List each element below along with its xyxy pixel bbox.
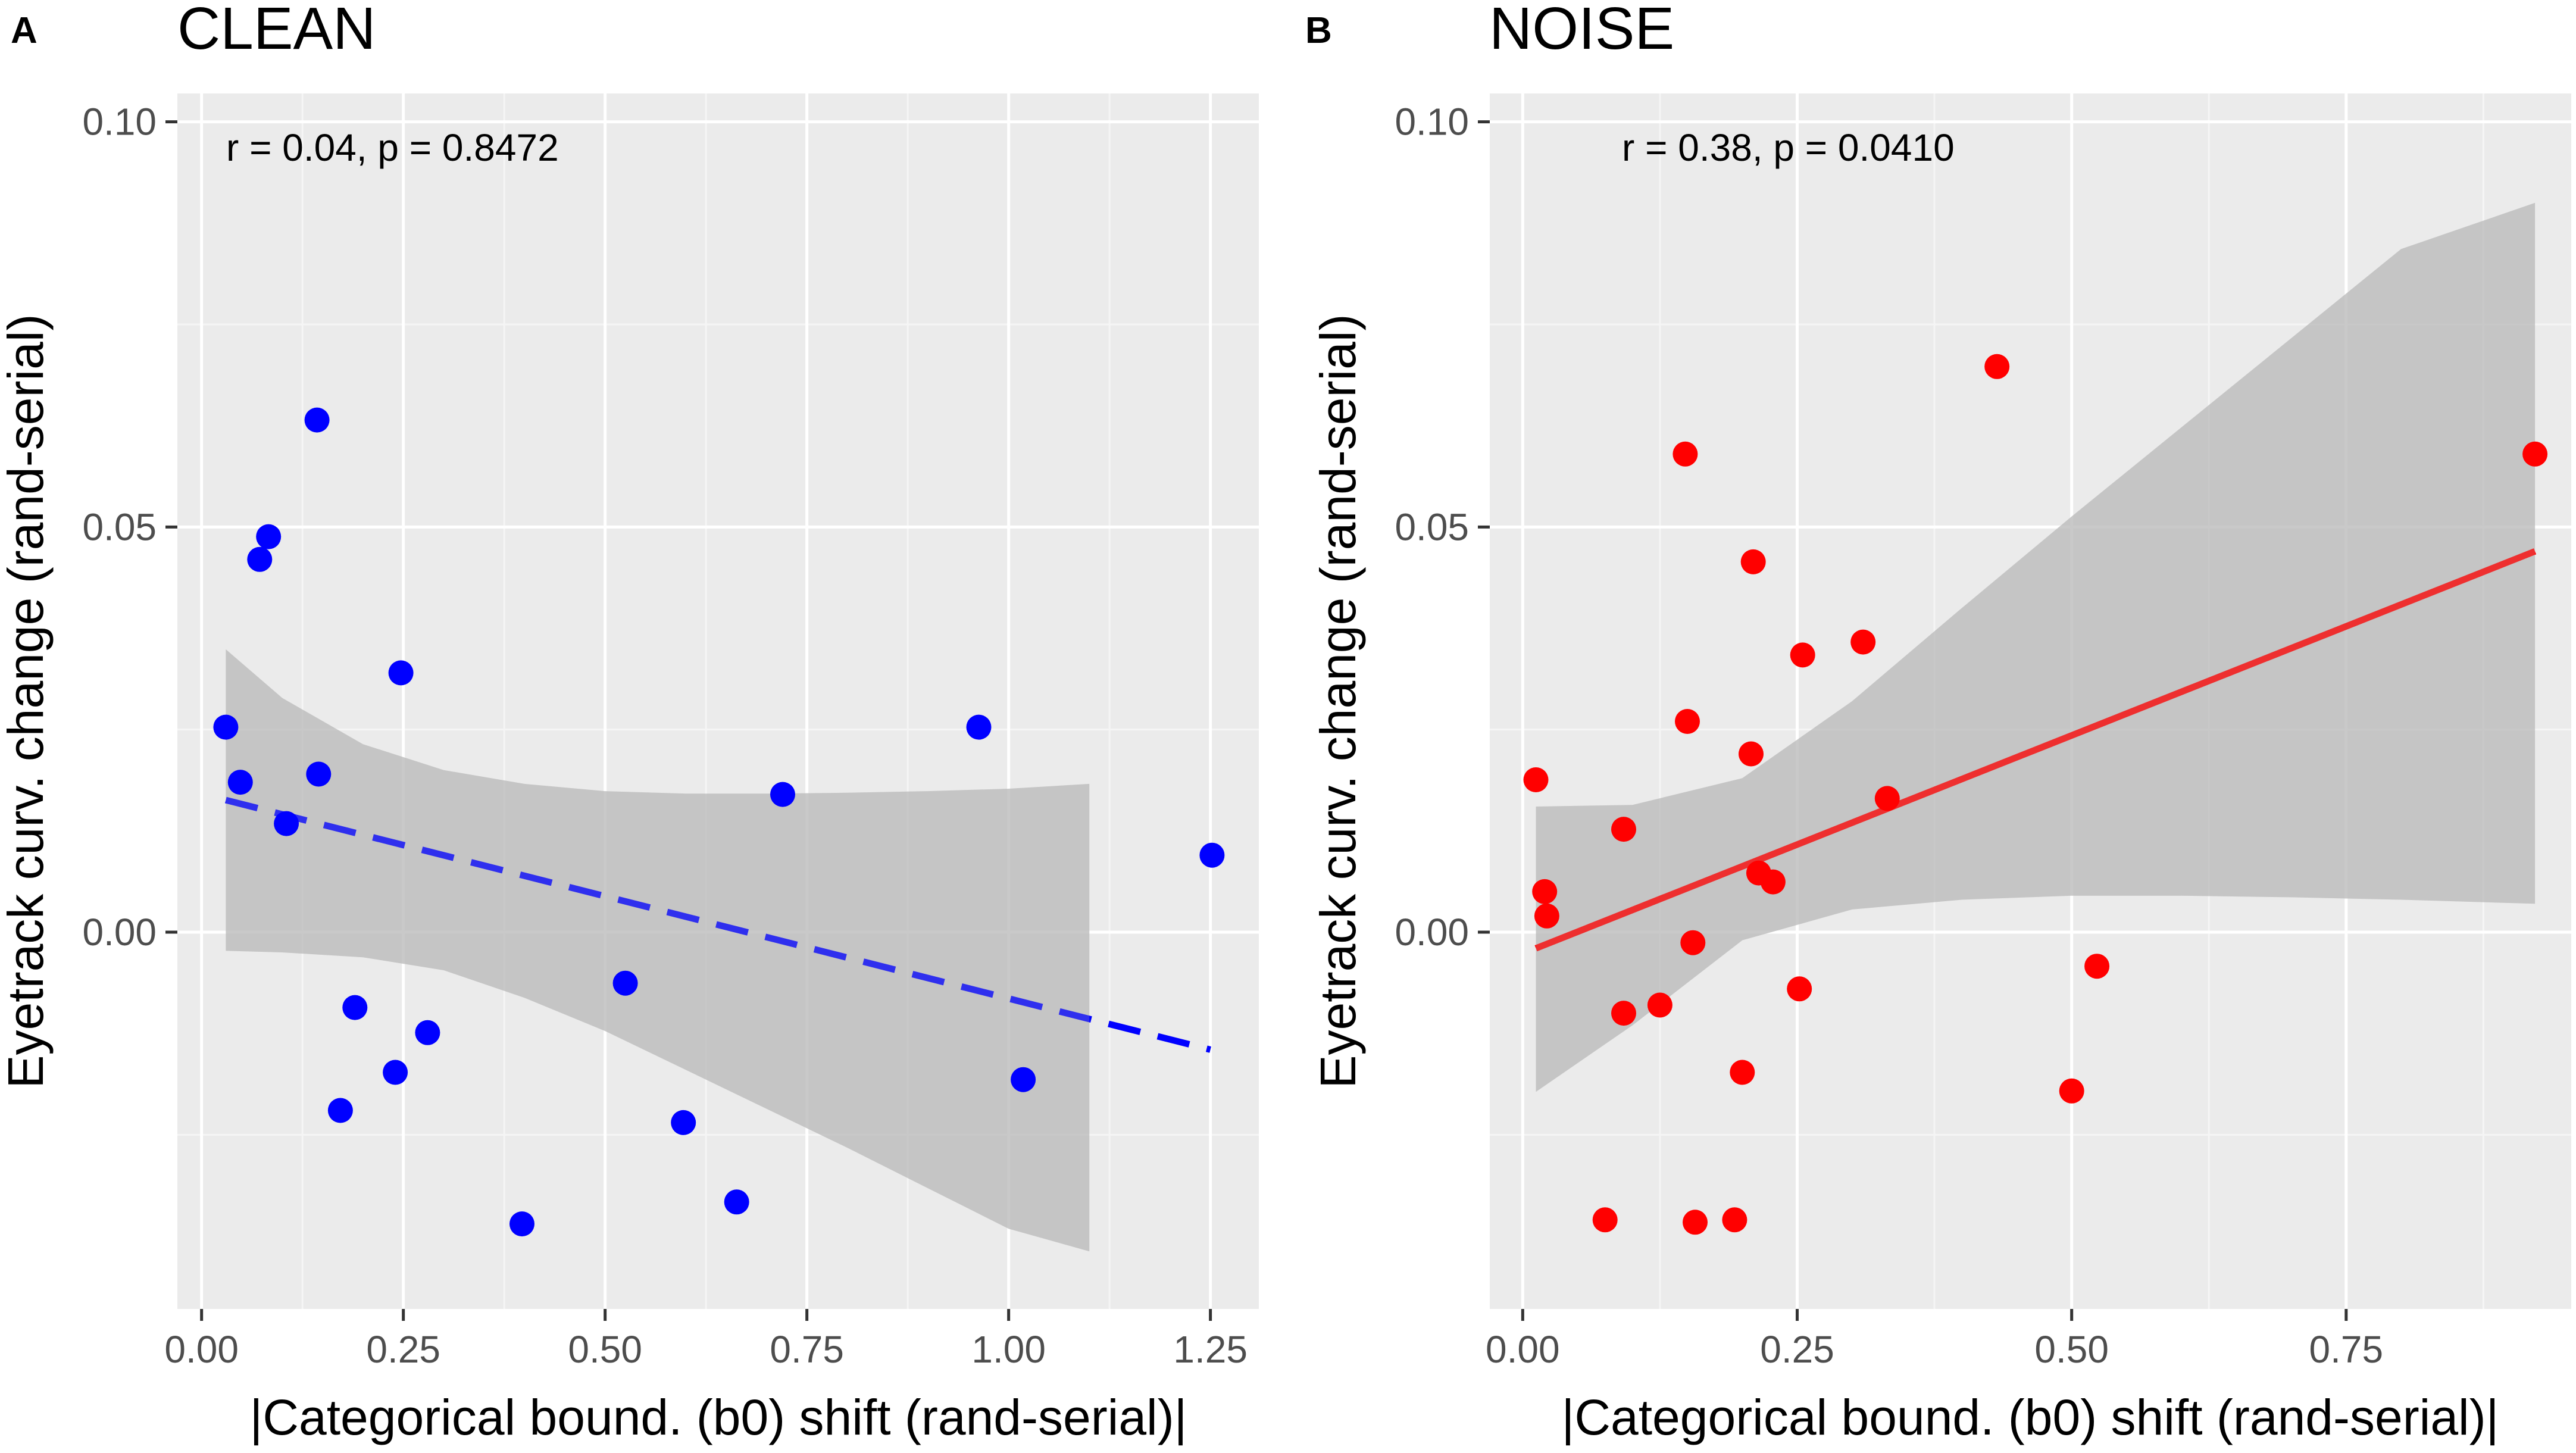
data-point-noise-25 [2522,441,2548,467]
fit-line-noise [1534,202,2537,1092]
data-point-noise-12 [1722,1207,1747,1233]
y-axis-title-clean: Eyetrack curv. change (rand-serial) [0,314,54,1089]
panel-b: B NOISE 0.00 0.25 0.50 0.75 0.00 0.05 0.10 r =… [1305,0,2571,1445]
data-point-noise-23 [2059,1078,2084,1104]
data-point-noise-20 [1850,629,1876,655]
y-tick-label: 0.10 [1395,101,1469,143]
data-point-clean-7 [306,761,332,787]
data-point-noise-10 [1680,930,1706,955]
x-tick-label: 0.50 [568,1328,642,1371]
data-point-clean-2 [227,770,253,795]
data-point-clean-13 [509,1211,534,1237]
data-point-clean-11 [388,660,414,686]
x-tick-label: 1.00 [971,1328,1046,1371]
data-point-noise-4 [1592,1207,1618,1233]
y-tick-label: 0.10 [82,101,157,143]
data-point-clean-19 [1011,1067,1036,1092]
data-point-noise-22 [1984,354,2010,379]
data-point-noise-8 [1672,441,1698,467]
panel-title-noise: NOISE [1489,0,1674,62]
data-point-noise-6 [1611,1001,1636,1026]
data-point-clean-8 [327,1098,353,1123]
data-point-clean-9 [342,995,368,1020]
x-tick-label: 0.00 [1486,1328,1560,1371]
x-tick-label: 1.25 [1173,1328,1248,1371]
regression-line-clean [225,796,1211,1053]
x-axis-title-noise: |Categorical bound. (b0) shift (rand-ser… [1562,1389,2499,1445]
data-point-clean-12 [415,1020,440,1045]
plot-background-clean [177,93,1259,1309]
x-axis-title-clean: |Categorical bound. (b0) shift (rand-ser… [250,1389,1187,1445]
y-tick-label: 0.00 [82,911,157,954]
y-tick-label: 0.05 [82,505,157,548]
axis-ticks-noise: 0.00 0.25 0.50 0.75 0.00 0.05 0.10 [1395,101,2383,1371]
data-point-noise-15 [1740,549,1766,574]
data-point-clean-1 [213,714,239,740]
data-point-noise-17 [1760,869,1786,895]
confidence-ribbon-noise [1536,202,2536,1092]
x-tick-label: 0.25 [366,1328,440,1371]
confidence-ribbon-clean [226,649,1090,1252]
data-point-noise-18 [1787,976,1812,1002]
data-point-clean-10 [383,1060,408,1085]
fit-line-clean [225,649,1211,1252]
data-point-clean-20 [1199,842,1225,868]
confidence-band-overlay [1536,202,2536,1092]
panel-title-clean: CLEAN [177,0,376,62]
data-point-clean-16 [724,1189,749,1215]
data-point-noise-5 [1611,817,1636,842]
data-point-clean-6 [304,407,330,433]
data-point-noise-11 [1683,1210,1708,1235]
data-point-clean-14 [612,970,638,996]
data-point-noise-13 [1730,1060,1755,1085]
data-point-noise-3 [1534,903,1559,929]
correlation-annotation-clean: r = 0.04, p = 0.8472 [226,126,559,169]
data-point-noise-7 [1647,992,1672,1018]
confidence-band [1536,202,2536,1092]
y-tick-label: 0.00 [1395,911,1469,954]
data-point-noise-9 [1675,709,1700,734]
x-tick-label: 0.50 [2034,1328,2109,1371]
panel-letter-a: A [11,10,37,51]
data-point-noise-14 [1739,741,1764,767]
confidence-band-overlay [226,649,1090,1252]
data-point-clean-4 [256,524,282,549]
points-clean [213,407,1225,1237]
data-point-noise-19 [1790,642,1815,668]
data-point-clean-17 [770,782,795,807]
confidence-band [226,649,1090,1252]
x-tick-label: 0.75 [770,1328,844,1371]
x-tick-label: 0.25 [1760,1328,1834,1371]
data-point-noise-21 [1874,786,1900,811]
x-tick-label: 0.00 [164,1328,239,1371]
data-point-noise-2 [1532,879,1558,904]
panel-letter-b: B [1305,10,1332,51]
data-point-noise-1 [1523,767,1549,792]
data-point-clean-18 [966,714,992,740]
axis-ticks-clean: 0.00 0.25 0.50 0.75 1.00 1.25 0.00 0.05 0.10 [82,101,1247,1371]
y-axis-title-noise: Eyetrack curv. change (rand-serial) [1310,314,1366,1089]
points-noise [1523,354,2548,1235]
y-tick-label: 0.05 [1395,505,1469,548]
data-point-noise-24 [2084,954,2110,979]
data-point-clean-5 [274,811,299,836]
data-point-clean-15 [671,1110,696,1135]
regression-line-noise [1534,548,2537,952]
data-point-clean-3 [247,546,273,572]
panel-a: A CLEAN 0.00 0.25 0.50 0.75 1.00 1.25 0.00 0.05… [0,0,1259,1445]
x-tick-label: 0.75 [2309,1328,2384,1371]
correlation-annotation-noise: r = 0.38, p = 0.0410 [1622,126,1955,169]
